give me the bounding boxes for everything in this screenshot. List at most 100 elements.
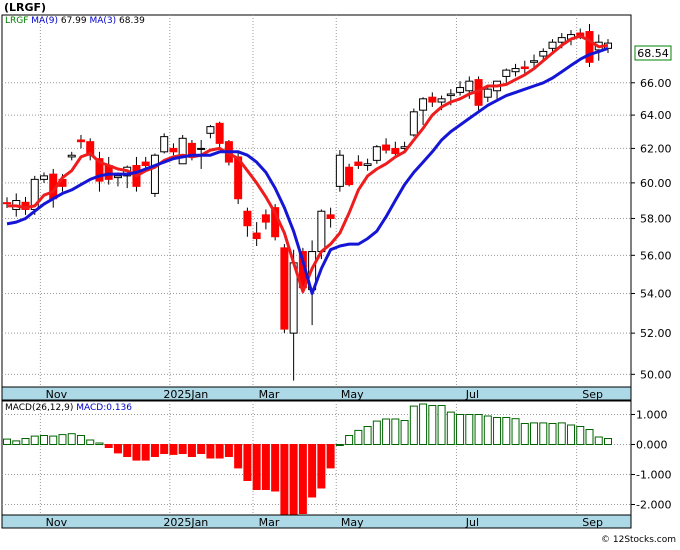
price-x-tick-label: 2025Jan [163, 388, 208, 401]
price-panel [1, 14, 632, 388]
macd-bar-positive [530, 422, 539, 445]
macd-bar-positive [391, 418, 400, 445]
candle-up [178, 137, 187, 165]
candle-down [169, 147, 178, 153]
ma9-label: MA(9) [31, 16, 58, 26]
price-x-tick-label: May [341, 388, 364, 401]
price-x-tick-label: Sep [582, 388, 603, 401]
candle-down [252, 232, 261, 240]
candle-down [345, 166, 354, 186]
candle-down [280, 247, 289, 330]
macd-bar-positive [335, 444, 344, 446]
candle-down [428, 96, 437, 103]
candle-up [206, 126, 215, 134]
macd-bar-negative [178, 444, 187, 454]
candle-up [530, 60, 539, 63]
macd-bar-positive [594, 436, 603, 445]
macd-bar-positive [483, 415, 492, 445]
macd-bar-positive [520, 423, 529, 445]
macd-bar-positive [419, 403, 428, 445]
candle-up [502, 69, 511, 77]
macd-bar-negative [224, 444, 233, 457]
price-grid [2, 15, 631, 387]
macd-bar-negative [123, 444, 132, 457]
candle-up [511, 68, 520, 73]
macd-legend: MACD(26,12,9) MACD:0.136 [5, 403, 132, 413]
price-y-tick-label: 66.00 [640, 77, 672, 90]
macd-bar-negative [215, 444, 224, 459]
macd-x-tick-label: Jul [465, 516, 479, 529]
macd-bar-positive [3, 438, 11, 446]
macd-bar-negative [104, 444, 113, 448]
macd-bar-positive [76, 435, 85, 445]
macd-bar-positive [21, 438, 30, 445]
macd-bar-negative [160, 444, 169, 454]
price-y-tick-label: 60.00 [640, 177, 672, 190]
candle-up [557, 37, 566, 43]
candle-up [419, 98, 428, 111]
price-y-tick-label: 56.00 [640, 249, 672, 262]
candle-down [354, 161, 363, 167]
macd-bar-positive [58, 434, 67, 446]
price-x-tick-label: Mar [259, 388, 280, 401]
ticker-title: (LRGF) [4, 1, 47, 14]
ma3-label: MA(3) [89, 16, 117, 26]
candle-up [197, 147, 206, 150]
ma9-value: 67.99 [60, 16, 87, 26]
symbol-label: LRGF [5, 16, 29, 26]
price-y-tick-label: 62.00 [640, 142, 672, 155]
macd-x-tick-label: Mar [259, 516, 280, 529]
macd-bar-negative [298, 444, 307, 514]
macd-bar-positive [474, 414, 483, 445]
macd-bar-negative [243, 444, 252, 481]
macd-bar-positive [12, 440, 21, 445]
macd-bar-positive [557, 422, 566, 445]
candle-down [3, 202, 11, 205]
macd-bar-negative [150, 444, 159, 457]
last-price-tag [634, 45, 672, 61]
candle-up [39, 175, 48, 180]
macd-bar-positive [382, 418, 391, 445]
candle-up [465, 80, 474, 92]
macd-x-axis: Nov 2025Jan Mar May Jul Sep [46, 516, 603, 529]
macd-bar-positive [437, 405, 446, 445]
credit-text: © 12Stocks.com [601, 535, 676, 545]
last-price-value: 68.54 [637, 47, 669, 60]
candle-up [539, 50, 548, 57]
macd-bar-negative [317, 444, 326, 489]
macd-bar-negative [271, 444, 280, 492]
macd-bar-positive [465, 414, 474, 445]
macd-panel [1, 400, 632, 516]
macd-bar-negative [169, 444, 178, 455]
macd-x-axis-band [1, 514, 632, 529]
macd-bar-positive [363, 426, 372, 445]
macd-bar-negative [234, 444, 243, 469]
macd-bar-positive [446, 411, 455, 446]
candle-up [160, 136, 169, 153]
ma-long-line [6, 46, 609, 295]
candle-up [409, 111, 418, 136]
macd-bar-positive [372, 420, 381, 446]
macd-bar-positive [567, 424, 576, 445]
candle-up [437, 98, 446, 103]
macd-bar-positive [576, 426, 585, 445]
macd-bar-positive [30, 435, 39, 446]
candle-up [483, 88, 492, 98]
macd-bar-positive [409, 405, 418, 446]
candle-up [317, 210, 326, 253]
macd-bar-negative [197, 444, 206, 454]
price-legend: LRGF MA(9) 67.99 MA(3) 68.39 [5, 16, 145, 26]
price-y-tick-label: 54.00 [640, 288, 672, 301]
macd-bar-positive [428, 405, 437, 445]
macd-bar-positive [400, 420, 409, 445]
macd-bar-positive [604, 438, 612, 445]
candle-down [95, 158, 104, 182]
macd-bar-negative [261, 444, 270, 490]
macd-y-tick-label: -1.000 [636, 469, 671, 482]
candle-down [141, 161, 150, 167]
macd-bar-negative [280, 444, 289, 516]
macd-bar-positive [539, 422, 548, 445]
macd-x-tick-label: 2025Jan [163, 516, 208, 529]
macd-bar-negative [141, 444, 150, 461]
macd-y-tick-label: 0.000 [636, 439, 668, 452]
